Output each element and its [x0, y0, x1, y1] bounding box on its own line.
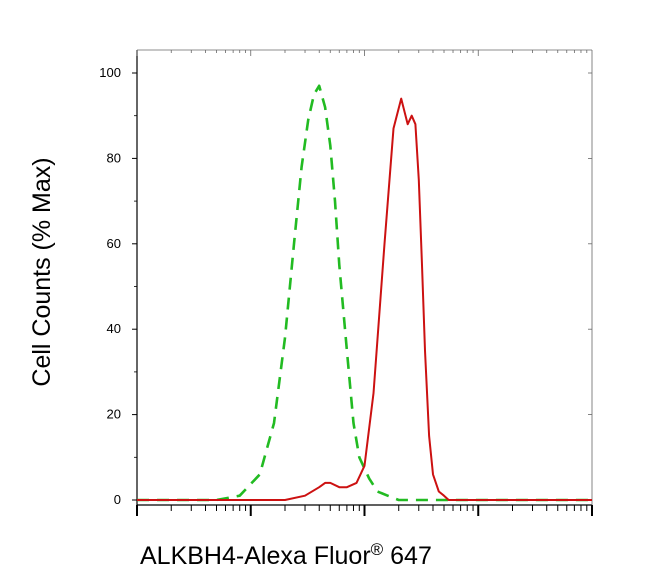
y-tick-label: 0: [114, 492, 121, 507]
x-axis-label-registered-mark: ®: [371, 540, 384, 559]
y-tick-label: 60: [107, 236, 121, 251]
y-tick-label: 20: [107, 407, 121, 422]
x-axis-label: ALKBH4-Alexa Fluor® 647: [140, 540, 432, 570]
y-axis-label: Cell Counts (% Max): [28, 157, 56, 386]
y-tick-label: 100: [99, 65, 121, 80]
y-tick-label: 80: [107, 150, 121, 165]
plot-frame: [136, 49, 593, 506]
series-layer: [137, 84, 592, 502]
x-axis-label-suffix: 647: [383, 542, 432, 570]
series-line-dashed: [137, 84, 592, 502]
y-axis-ticks: 0 20 40 60 80 100: [99, 65, 592, 507]
y-tick-label: 40: [107, 321, 121, 336]
x-axis-ticks: [136, 50, 593, 516]
x-axis-label-main: ALKBH4-Alexa Fluor: [140, 542, 371, 570]
series-line-solid: [137, 97, 592, 501]
